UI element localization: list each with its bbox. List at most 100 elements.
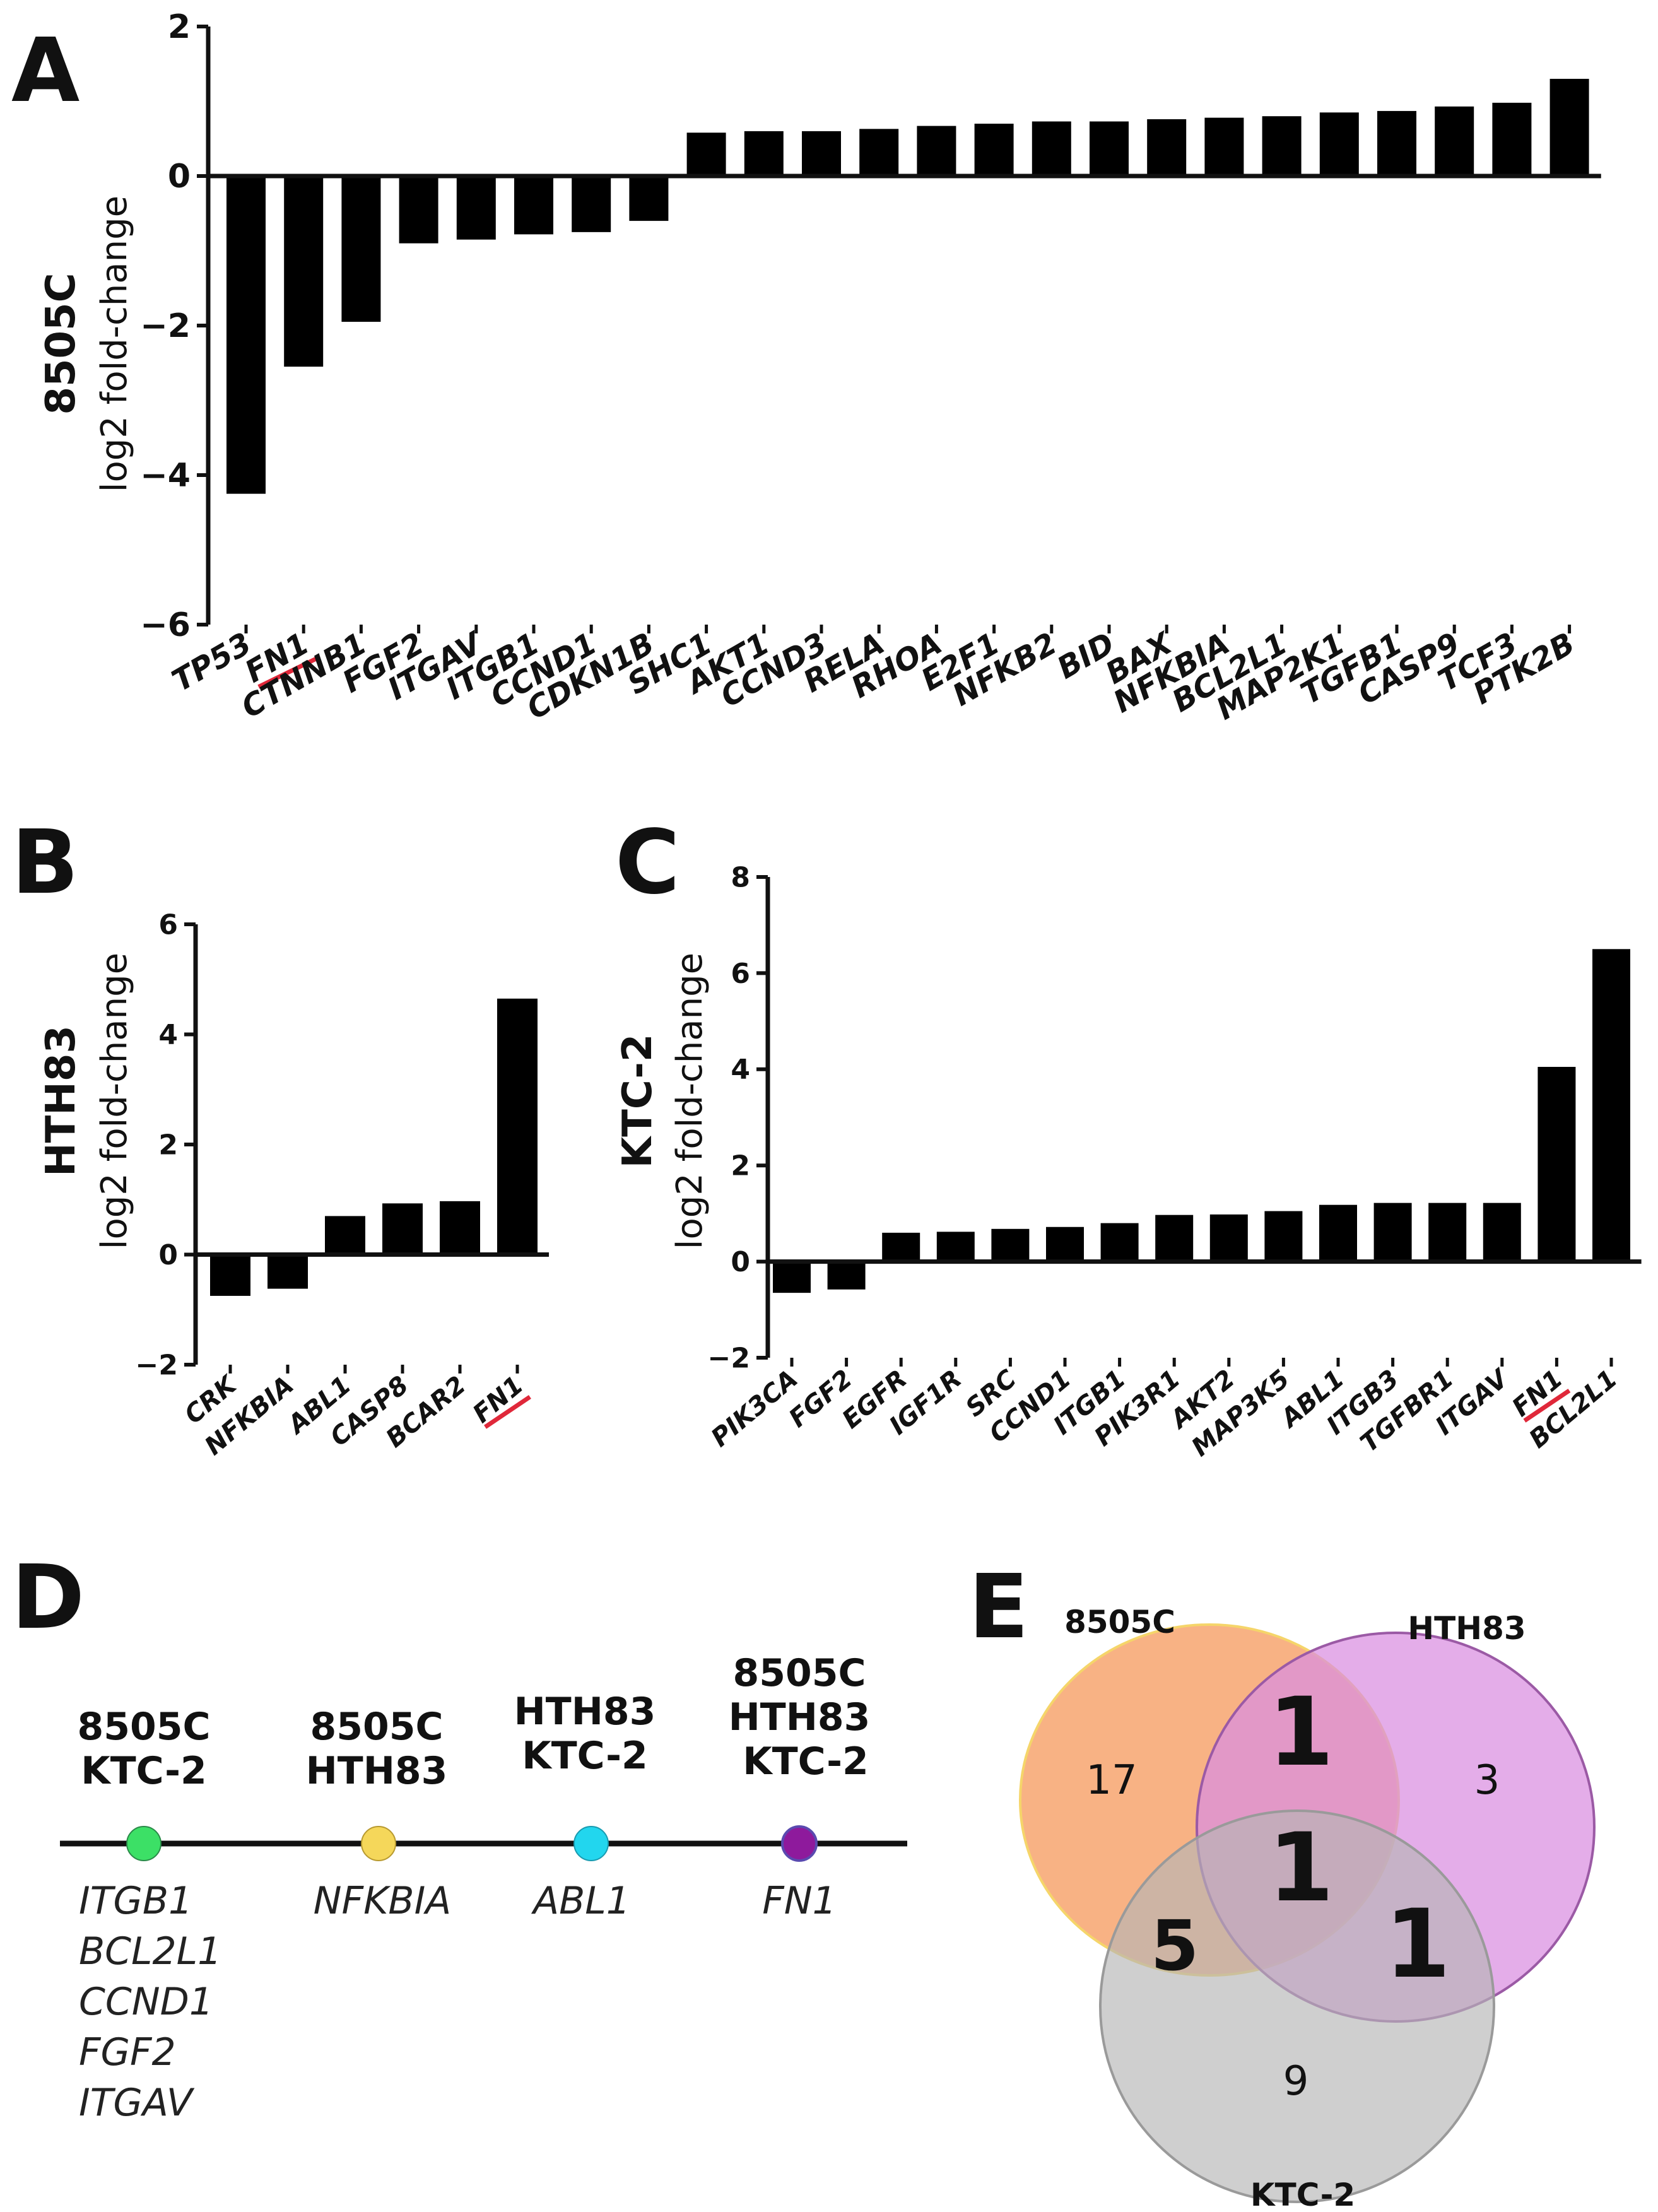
y-tick-label: −2	[136, 1349, 178, 1381]
group-cell-line: HTH83	[514, 1690, 656, 1734]
bar-map3k5	[1264, 1211, 1303, 1262]
venn-count-8505c-only: 17	[1086, 1757, 1137, 1804]
group-gene: ITGAV	[79, 2081, 195, 2125]
bar-casp9	[1435, 106, 1474, 176]
group-cell-line: 8505C	[77, 1705, 210, 1749]
bar-fgf2	[827, 1261, 866, 1290]
chart-a-ylabel: log2 fold-change	[94, 196, 135, 492]
venn-label-hth83: HTH83	[1408, 1610, 1526, 1647]
bar-ptk2b	[1549, 78, 1589, 176]
bar-fgf2	[399, 176, 438, 244]
bar-tcf3	[1492, 102, 1532, 176]
group-cell-line: 8505C	[310, 1705, 443, 1749]
bar-egfr	[882, 1232, 920, 1262]
venn-count-hth83-ktc2: 1	[1385, 1890, 1450, 1999]
y-tick-label: −2	[140, 307, 191, 345]
bar-ccnd1	[1046, 1227, 1084, 1262]
panel-letter-a: A	[11, 20, 79, 122]
bar-nfkbia	[1204, 117, 1244, 176]
bar-ccnd3	[802, 131, 841, 176]
group-gene: FGF2	[79, 2030, 176, 2074]
group-cell-line: KTC-2	[522, 1734, 647, 1778]
bar-tgfb1	[1377, 110, 1416, 176]
chart-b-hth83: HTH83 log2 fold-change 6420−2CRKNFKBIAAB…	[38, 909, 550, 1461]
venn-label-ktc2: KTC-2	[1250, 2177, 1355, 2212]
panel-letter-d: D	[11, 1546, 85, 1649]
bar-ccnd1	[572, 176, 611, 232]
bar-itgav	[1483, 1203, 1521, 1262]
y-tick-label: 8	[731, 861, 750, 893]
y-tick-label: 6	[731, 958, 750, 990]
highlight-underline	[257, 656, 317, 689]
bar-bcl2l1	[1262, 116, 1302, 176]
bar-igf1r	[936, 1232, 975, 1262]
panel-letter-b: B	[11, 811, 79, 914]
venn-count-8505c-ktc2: 5	[1151, 1905, 1199, 1986]
y-tick-label: −6	[140, 606, 191, 644]
chart-a-ylabel-cell: 8505C	[38, 273, 85, 415]
group-gene: NFKBIA	[314, 1879, 452, 1923]
bar-tgfbr1	[1428, 1203, 1467, 1262]
bar-cdkn1b	[629, 176, 669, 221]
y-tick-label: 2	[158, 1129, 178, 1161]
group-marker-yellow	[361, 1826, 396, 1861]
group-marker-purple	[781, 1825, 818, 1862]
bar-map2k1	[1319, 112, 1359, 176]
shared-group-8505c-hth83: 8505C HTH83 NFKBIA	[306, 1705, 452, 1923]
venn-circle-ktc2	[1099, 1809, 1495, 2203]
highlight-underline	[1523, 1389, 1571, 1423]
bar-pik3r1	[1155, 1215, 1194, 1262]
venn-count-all-three: 1	[1268, 1813, 1334, 1923]
y-tick-label: 6	[158, 909, 178, 941]
chart-b-ylabel-cell: HTH83	[38, 1025, 85, 1177]
bar-bax	[1147, 119, 1187, 176]
y-tick-label: −4	[140, 457, 191, 495]
bar-ctnnb1	[341, 176, 381, 322]
bar-nfkbia	[268, 1254, 308, 1289]
bar-itgb3	[1373, 1203, 1412, 1262]
group-marker-cyan	[573, 1826, 609, 1861]
bar-pik3ca	[773, 1261, 811, 1293]
y-tick-label: 2	[731, 1150, 750, 1182]
group-marker-green	[126, 1826, 162, 1861]
bar-abl1	[325, 1216, 365, 1255]
bar-fn1	[284, 176, 324, 367]
y-tick-label: 4	[158, 1019, 178, 1051]
chart-a-8505c: 8505C log2 fold-change 20−2−4−6TP53FN1CT…	[38, 8, 1601, 727]
bar-src	[991, 1228, 1030, 1262]
bar-bid	[1090, 121, 1129, 176]
chart-c-ktc2: KTC-2 log2 fold-change 86420−2PIK3CAFGF2…	[614, 861, 1642, 1462]
group-gene: FN1	[762, 1879, 837, 1923]
group-cell-line: 8505C	[732, 1651, 866, 1695]
chart-c-ylabel: log2 fold-change	[669, 953, 710, 1249]
shared-genes-panel: 8505C KTC-2 ITGB1 BCL2L1 CCND1 FGF2 ITGA…	[60, 1651, 907, 2125]
shared-group-hth83-ktc2: HTH83 KTC-2 ABL1	[514, 1690, 656, 1923]
bar-bcl2l1	[1592, 949, 1630, 1262]
group-gene: ITGB1	[79, 1879, 192, 1923]
bar-shc1	[686, 132, 726, 176]
bar-nfkb2	[1032, 121, 1071, 176]
venn-count-8505c-hth83: 1	[1268, 1678, 1334, 1787]
group-gene: BCL2L1	[79, 1929, 221, 1974]
y-tick-label: 0	[158, 1239, 178, 1271]
group-cell-line: HTH83	[729, 1695, 871, 1739]
bar-itgb1	[514, 176, 553, 235]
y-tick-label: 0	[168, 158, 191, 196]
bar-abl1	[1319, 1204, 1357, 1262]
y-tick-label: −2	[708, 1342, 750, 1374]
bar-akt1	[744, 131, 784, 176]
group-cell-line: HTH83	[306, 1749, 448, 1793]
group-gene: CCND1	[79, 1980, 213, 2024]
bar-akt2	[1209, 1214, 1248, 1262]
venn-count-ktc2-only: 9	[1283, 2058, 1309, 2105]
venn-count-hth83-only: 3	[1474, 1757, 1500, 1804]
shared-group-all-three: 8505C HTH83 KTC-2 FN1	[729, 1651, 871, 1923]
highlight-underline	[484, 1395, 531, 1429]
y-tick-label: 0	[731, 1246, 750, 1278]
bar-rhoa	[917, 126, 956, 176]
y-tick-label: 2	[168, 8, 191, 46]
bar-e2f1	[974, 124, 1014, 176]
shared-group-8505c-ktc2: 8505C KTC-2 ITGB1 BCL2L1 CCND1 FGF2 ITGA…	[77, 1705, 221, 2125]
bar-itgav	[456, 176, 496, 240]
